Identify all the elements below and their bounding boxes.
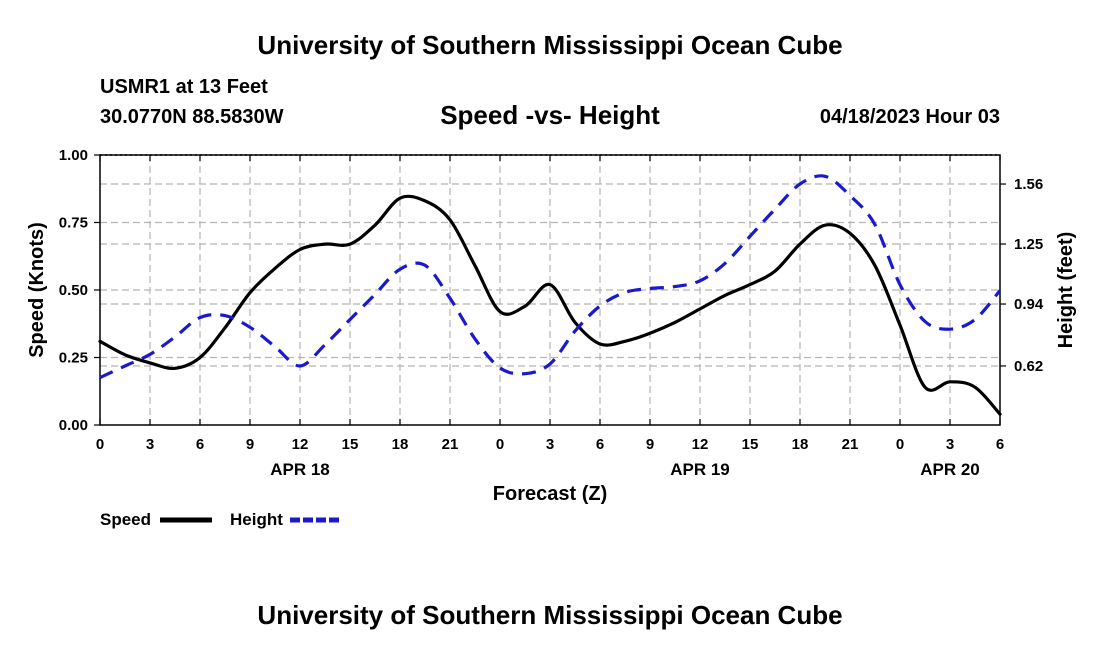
x-tick-label: 0: [896, 436, 904, 453]
y-left-tick-label: 1.00: [59, 147, 88, 164]
coordinates-label: 30.0770N 88.5830W: [100, 106, 284, 128]
x-tick-label: 3: [146, 436, 154, 453]
legend-label-height: Height: [230, 510, 283, 529]
series-line-speed: [98, 194, 1002, 416]
x-tick-label: 3: [946, 436, 954, 453]
x-tick-label: 0: [96, 436, 104, 453]
date-label: APR 19: [670, 460, 730, 479]
series-layer: [98, 174, 1002, 416]
x-tick-label: 9: [646, 436, 654, 453]
y-right-tick-label: 0.94: [1014, 296, 1044, 313]
y-left-tick-label: 0.50: [59, 282, 88, 299]
y-left-tick-label: 0.75: [59, 215, 88, 232]
x-tick-label: 6: [996, 436, 1004, 453]
x-tick-label: 6: [196, 436, 204, 453]
axis-ticks: [94, 154, 1006, 426]
x-tick-label: 21: [442, 436, 459, 453]
forecast-datetime: 04/18/2023 Hour 03: [819, 106, 1000, 128]
date-label: APR 18: [270, 460, 330, 479]
legend: Speed Height: [100, 510, 342, 529]
x-tick-label: 12: [692, 436, 709, 453]
axis-labels: 0 3 6 9 12 15 18 21 0 3 6 9 12 15 18 21 0 3 6 0.00 0.25 0.50 0…: [59, 147, 1044, 479]
station-label: USMR1 at 13 Feet: [100, 76, 268, 98]
series-line-height: [99, 174, 1002, 380]
x-tick-label: 3: [546, 436, 554, 453]
x-tick-label: 6: [596, 436, 604, 453]
y-left-tick-label: 0.25: [59, 350, 88, 367]
y-left-tick-label: 0.00: [59, 417, 88, 434]
x-tick-label: 21: [842, 436, 859, 453]
x-tick-label: 0: [496, 436, 504, 453]
x-tick-label: 18: [392, 436, 409, 453]
y-right-tick-label: 1.56: [1014, 176, 1043, 193]
x-tick-label: 15: [342, 436, 359, 453]
chart-main-title: University of Southern Mississippi Ocean…: [257, 30, 843, 60]
x-tick-label: 15: [742, 436, 759, 453]
y-axis-right-title: Height (feet): [1055, 232, 1077, 349]
date-label: APR 20: [920, 460, 980, 479]
y-axis-left-title: Speed (Knots): [26, 222, 48, 358]
x-tick-label: 12: [292, 436, 309, 453]
x-axis-title: Forecast (Z): [493, 483, 607, 505]
y-right-tick-label: 0.62: [1014, 358, 1043, 375]
grid-lines: [100, 154, 1000, 425]
y-right-tick-label: 1.25: [1014, 236, 1043, 253]
x-tick-label: 9: [246, 436, 254, 453]
chart-subtitle: Speed -vs- Height: [440, 100, 660, 130]
footer-title: University of Southern Mississippi Ocean…: [257, 600, 843, 630]
x-tick-label: 18: [792, 436, 809, 453]
legend-label-speed: Speed: [100, 510, 151, 529]
